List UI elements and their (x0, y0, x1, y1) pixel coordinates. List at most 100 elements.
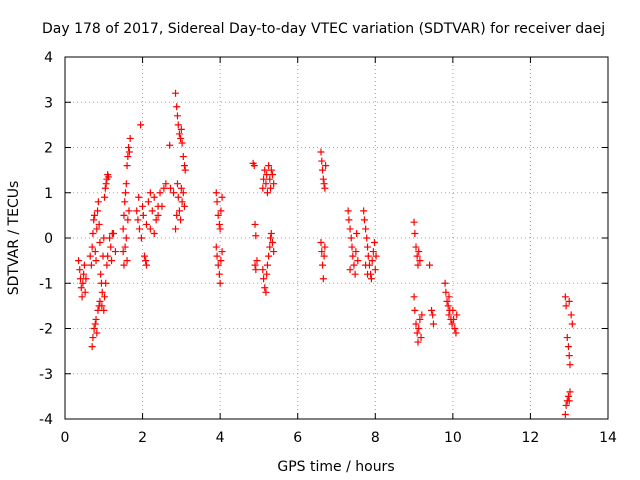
data-point (148, 207, 156, 215)
data-point (429, 320, 437, 328)
data-point (170, 189, 178, 197)
data-point (181, 166, 189, 174)
data-point (174, 193, 182, 201)
data-point (79, 279, 87, 287)
data-point (77, 284, 85, 292)
data-point (152, 216, 160, 224)
data-point (352, 248, 360, 256)
data-point (346, 225, 354, 233)
data-point (367, 275, 375, 283)
data-point (252, 266, 260, 274)
data-point (566, 361, 574, 369)
data-point (178, 139, 186, 147)
data-point (139, 202, 147, 210)
data-point (96, 297, 104, 305)
data-point (252, 232, 260, 240)
data-point (416, 315, 424, 323)
y-axis-label: SDTVAR / TECUs (6, 181, 22, 296)
data-point (270, 248, 278, 256)
data-point (177, 134, 185, 142)
data-point (133, 207, 141, 215)
data-point (92, 257, 100, 265)
x-tick-label: 0 (61, 430, 70, 446)
data-point (322, 162, 330, 170)
data-point (368, 257, 376, 265)
data-point (251, 220, 259, 228)
data-point (175, 130, 183, 138)
data-point (101, 293, 109, 301)
data-point (150, 229, 158, 237)
data-point (262, 180, 270, 188)
data-point (218, 248, 226, 256)
data-point (135, 225, 143, 233)
data-point (364, 270, 372, 278)
data-point (88, 243, 96, 251)
data-point (177, 125, 185, 133)
data-point (269, 239, 277, 247)
data-point (90, 216, 98, 224)
data-point (80, 270, 88, 278)
data-point (567, 311, 575, 319)
data-point (261, 284, 269, 292)
data-point (162, 180, 170, 188)
data-point (261, 166, 269, 174)
data-point (180, 162, 188, 170)
data-point (102, 180, 110, 188)
x-tick-label: 12 (522, 430, 540, 446)
data-point (320, 180, 328, 188)
data-point (126, 134, 134, 142)
data-point (561, 293, 569, 301)
data-point (107, 243, 115, 251)
data-point (122, 189, 130, 197)
data-point (86, 252, 94, 260)
chart-title: Day 178 of 2017, Sidereal Day-to-day VTE… (42, 21, 605, 37)
data-point (125, 207, 133, 215)
data-point (265, 162, 273, 170)
data-point (91, 248, 99, 256)
data-point (217, 207, 225, 215)
data-point (371, 266, 379, 274)
data-point (92, 315, 100, 323)
data-point (142, 220, 150, 228)
data-point (154, 202, 162, 210)
y-tick-label: -1 (39, 276, 53, 292)
data-point (111, 248, 119, 256)
data-point (122, 180, 130, 188)
data-point (347, 234, 355, 242)
data-point (363, 234, 371, 242)
y-tick-label: -3 (39, 367, 53, 383)
data-point (154, 211, 162, 219)
data-point (452, 329, 460, 337)
data-point (410, 218, 418, 226)
data-point (122, 234, 130, 242)
data-point (89, 229, 97, 237)
x-tick-label: 14 (599, 430, 617, 446)
data-point (213, 198, 221, 206)
data-point (146, 189, 154, 197)
data-point (177, 184, 185, 192)
data-point (212, 243, 220, 251)
data-point (217, 257, 225, 265)
data-point (215, 270, 223, 278)
data-point (251, 261, 259, 269)
data-point (561, 410, 569, 418)
data-point (416, 257, 424, 265)
x-tick-label: 10 (444, 430, 462, 446)
data-point (101, 193, 109, 201)
data-point (106, 234, 114, 242)
data-point (119, 225, 127, 233)
data-point (364, 243, 372, 251)
data-point (172, 89, 180, 97)
data-point (93, 329, 101, 337)
plot-frame (64, 56, 609, 420)
x-tick-label: 4 (216, 430, 225, 446)
data-point (564, 392, 572, 400)
data-point (319, 175, 327, 183)
data-point (410, 293, 418, 301)
data-point (319, 166, 327, 174)
data-point (450, 315, 458, 323)
data-point (123, 162, 131, 170)
data-point (260, 175, 268, 183)
data-point (362, 261, 370, 269)
